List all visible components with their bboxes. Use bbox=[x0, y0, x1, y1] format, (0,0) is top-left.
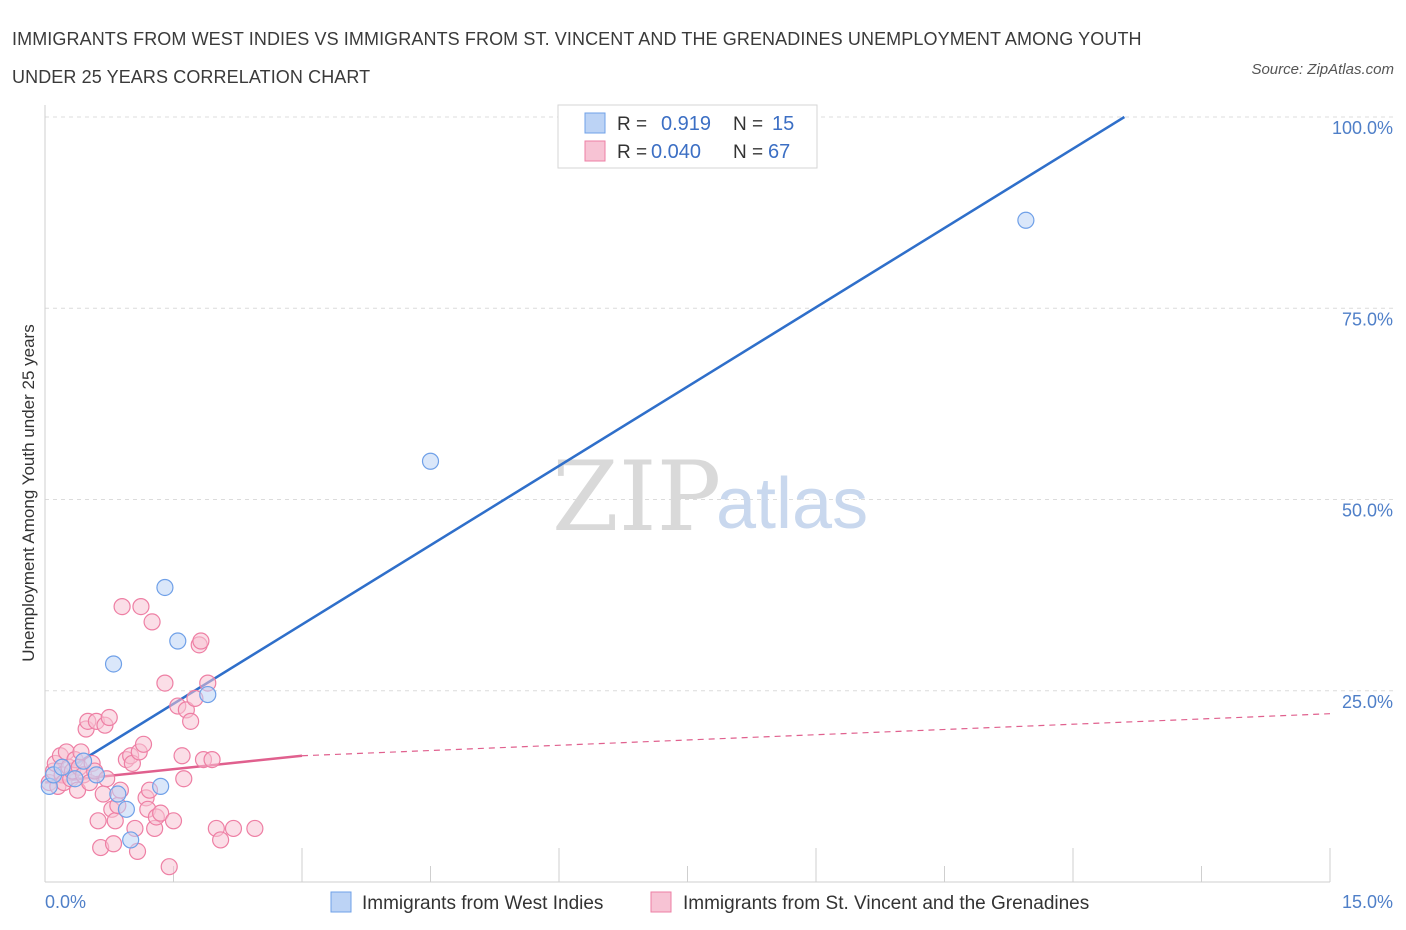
point-west-indies-9 bbox=[122, 831, 140, 849]
point-west-indies-8 bbox=[117, 800, 135, 818]
bottom-legend: Immigrants from West Indies Immigrants f… bbox=[330, 891, 1089, 914]
point-st-vincent-24 bbox=[94, 785, 112, 803]
point-west-indies-10 bbox=[152, 777, 170, 795]
y-tick-labels: 25.0% 50.0% 75.0% 100.0% bbox=[1332, 118, 1393, 712]
legend-n-value-1: 67 bbox=[768, 141, 790, 163]
point-west-indies-3 bbox=[66, 770, 84, 788]
point-west-indies-11 bbox=[156, 578, 174, 597]
point-st-vincent-56 bbox=[182, 712, 200, 730]
legend-r-label-0: R = bbox=[617, 114, 647, 135]
point-st-vincent-45 bbox=[143, 613, 161, 631]
point-st-vincent-54 bbox=[175, 770, 193, 788]
point-st-vincent-33 bbox=[113, 597, 131, 616]
x-tick-label-max: 15.0% bbox=[1342, 892, 1393, 912]
y-tick-label-3: 100.0% bbox=[1332, 118, 1393, 138]
chart-title: IMMIGRANTS FROM WEST INDIES VS IMMIGRANT… bbox=[12, 20, 1212, 96]
grid-lines bbox=[45, 116, 1393, 692]
point-st-vincent-27 bbox=[100, 708, 118, 727]
y-tick-label-1: 50.0% bbox=[1342, 501, 1393, 521]
bottom-legend-swatch-st-vincent bbox=[650, 891, 672, 913]
point-west-indies-4 bbox=[74, 752, 93, 770]
point-st-vincent-40 bbox=[132, 597, 150, 616]
point-st-vincent-49 bbox=[156, 674, 174, 692]
legend: R = 0.919 N = 15 R = 0.040 N = 67 bbox=[557, 104, 818, 169]
trend-line-st-vincent-dashed bbox=[301, 713, 1331, 757]
legend-swatch-west-indies bbox=[584, 112, 606, 134]
legend-swatch-st-vincent bbox=[584, 140, 606, 162]
point-west-indies-12 bbox=[169, 632, 187, 650]
legend-r-value-1: 0.040 bbox=[651, 141, 701, 163]
point-west-indies-7 bbox=[109, 785, 127, 803]
point-st-vincent-53 bbox=[173, 747, 191, 765]
point-st-vincent-65 bbox=[224, 819, 243, 838]
point-st-vincent-41 bbox=[134, 735, 153, 753]
point-west-indies-15 bbox=[1017, 211, 1035, 229]
point-west-indies-2 bbox=[53, 758, 71, 776]
source-label: Source: ZipAtlas.com bbox=[1251, 61, 1394, 78]
point-st-vincent-29 bbox=[104, 835, 123, 853]
legend-n-label-0: N = bbox=[733, 114, 763, 135]
point-st-vincent-50 bbox=[160, 858, 178, 876]
data-points bbox=[40, 211, 1035, 876]
legend-n-value-0: 15 bbox=[772, 113, 794, 135]
watermark-zip: ZIP bbox=[552, 441, 721, 553]
point-st-vincent-22 bbox=[89, 812, 107, 830]
chart-title-line-2: UNDER 25 YEARS CORRELATION CHART bbox=[12, 67, 371, 87]
legend-n-label-1: N = bbox=[733, 142, 763, 163]
point-st-vincent-59 bbox=[192, 632, 210, 650]
trend-line-west-indies bbox=[70, 115, 1126, 769]
point-west-indies-13 bbox=[199, 685, 217, 704]
chart-title-line-1: IMMIGRANTS FROM WEST INDIES VS IMMIGRANT… bbox=[12, 29, 1142, 49]
point-st-vincent-62 bbox=[203, 750, 221, 769]
y-tick-label-0: 25.0% bbox=[1342, 692, 1393, 712]
watermark-atlas: atlas bbox=[716, 464, 868, 544]
legend-r-label-1: R = bbox=[617, 142, 647, 163]
bottom-legend-label-st-vincent: Immigrants from St. Vincent and the Gren… bbox=[683, 893, 1089, 914]
bottom-legend-label-west-indies: Immigrants from West Indies bbox=[362, 893, 603, 914]
point-west-indies-14 bbox=[421, 452, 440, 470]
legend-r-value-0: 0.919 bbox=[661, 113, 711, 135]
point-st-vincent-66 bbox=[246, 819, 264, 838]
y-tick-label-2: 75.0% bbox=[1342, 309, 1393, 329]
point-west-indies-6 bbox=[104, 655, 123, 673]
y-axis-label: Unemployment Among Youth under 25 years bbox=[19, 324, 38, 661]
bottom-legend-swatch-west-indies bbox=[330, 891, 352, 913]
point-west-indies-5 bbox=[87, 766, 106, 784]
watermark: ZIP atlas bbox=[552, 441, 868, 553]
point-st-vincent-64 bbox=[212, 831, 230, 849]
point-st-vincent-51 bbox=[164, 812, 183, 830]
x-tick-label-min: 0.0% bbox=[45, 892, 86, 912]
point-st-vincent-48 bbox=[152, 804, 170, 822]
